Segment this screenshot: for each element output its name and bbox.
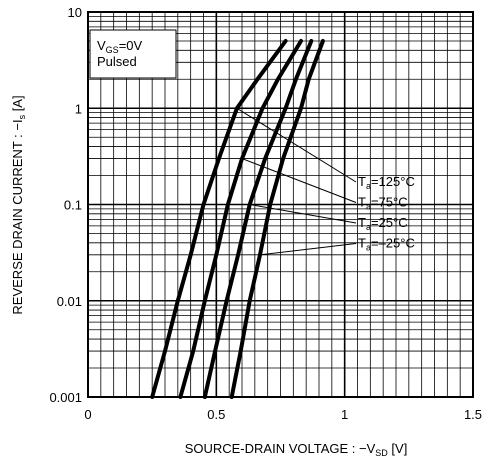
condition-box xyxy=(89,29,177,79)
series-label: Ta=25°C xyxy=(358,215,408,232)
curve xyxy=(178,39,303,399)
y-label-tail: [A] xyxy=(10,95,25,115)
leader-line xyxy=(241,158,357,203)
series-label-main: T xyxy=(358,215,366,230)
x-label-tail: [V] xyxy=(388,441,408,456)
series-label-tail: =125°C xyxy=(371,174,415,189)
condition-tail: =0V xyxy=(119,38,143,53)
x-tick-label: 1.5 xyxy=(464,407,482,422)
x-label-sub: SD xyxy=(375,448,388,458)
x-tick-label: 0 xyxy=(84,407,91,422)
series-label-main: T xyxy=(358,174,366,189)
series-label-sub: a xyxy=(366,181,371,191)
y-tick-label: 1 xyxy=(75,101,82,116)
y-tick-label: 0.1 xyxy=(64,198,82,213)
curves xyxy=(150,39,325,399)
series-label-main: T xyxy=(358,236,366,251)
y-tick-label: 0.001 xyxy=(49,390,82,405)
series-label-sub: a xyxy=(366,202,371,212)
condition-main: V xyxy=(97,38,106,53)
condition-sub: GS xyxy=(106,45,119,55)
plot-frame xyxy=(87,11,474,398)
x-label-main: SOURCE-DRAIN VOLTAGE : −V xyxy=(185,441,376,456)
curve xyxy=(229,39,325,399)
y-axis-label: REVERSE DRAIN CURRENT : −Is [A] xyxy=(10,95,27,314)
y-tick-label: 0.01 xyxy=(57,294,82,309)
series-label-sub: a xyxy=(366,243,371,253)
y-label-sub: s xyxy=(17,114,27,119)
x-axis-label: SOURCE-DRAIN VOLTAGE : −VSD [V] xyxy=(185,441,408,458)
y-tick-label: 10 xyxy=(68,5,82,20)
series-label-tail: =25°C xyxy=(371,215,408,230)
curve xyxy=(150,39,288,399)
leader-line xyxy=(259,243,357,256)
series-label-sub: a xyxy=(366,222,371,232)
series-label: Ta=75°C xyxy=(358,195,408,212)
series-label-main: T xyxy=(358,195,366,210)
series-label-tail: =–25°C xyxy=(371,236,415,251)
condition-text: VGS=0V xyxy=(97,38,143,55)
series-label: Ta=125°C xyxy=(358,174,415,191)
leader-line xyxy=(236,107,357,183)
x-tick-label: 0.5 xyxy=(207,407,225,422)
series-label-tail: =75°C xyxy=(371,195,408,210)
y-label-main: REVERSE DRAIN CURRENT : −I xyxy=(10,119,25,314)
x-tick-label: 1 xyxy=(341,407,348,422)
leader-line xyxy=(249,204,357,224)
condition-line2: Pulsed xyxy=(97,54,137,69)
series-label: Ta=–25°C xyxy=(358,236,415,253)
